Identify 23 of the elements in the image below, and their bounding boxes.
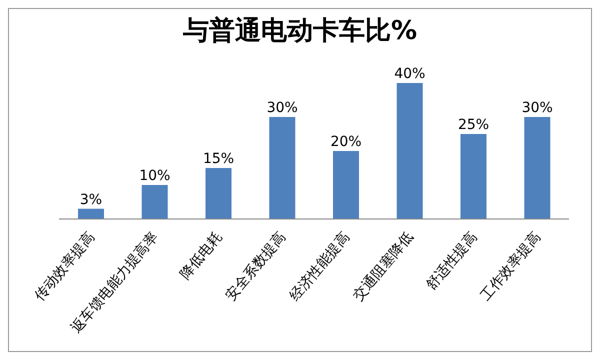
data-label: 15%	[202, 151, 234, 167]
bar	[142, 185, 168, 219]
x-tick-label: 舒适性提高	[423, 229, 480, 294]
bar	[460, 134, 486, 219]
data-label: 20%	[330, 134, 362, 150]
data-label: 25%	[458, 117, 490, 133]
data-label: 30%	[522, 100, 553, 116]
bar	[396, 83, 423, 219]
bar	[524, 117, 550, 219]
bar	[78, 208, 104, 219]
bar	[333, 151, 359, 219]
x-tick-label: 工作效率提高	[478, 229, 544, 304]
x-tick-label: 安全系数提高	[222, 229, 290, 304]
chart-title: 与普通电动卡车比%	[182, 15, 418, 48]
data-label: 10%	[139, 168, 170, 184]
x-tick-label: 降低电耗	[177, 229, 226, 282]
bar	[206, 168, 232, 219]
x-tick-label: 经济性能提高	[286, 229, 353, 304]
x-tick-label: 交通阻塞降低	[350, 229, 417, 304]
data-label: 40%	[394, 66, 426, 82]
bar	[269, 117, 296, 219]
data-label: 3%	[80, 192, 102, 208]
data-label: 30%	[266, 100, 298, 116]
